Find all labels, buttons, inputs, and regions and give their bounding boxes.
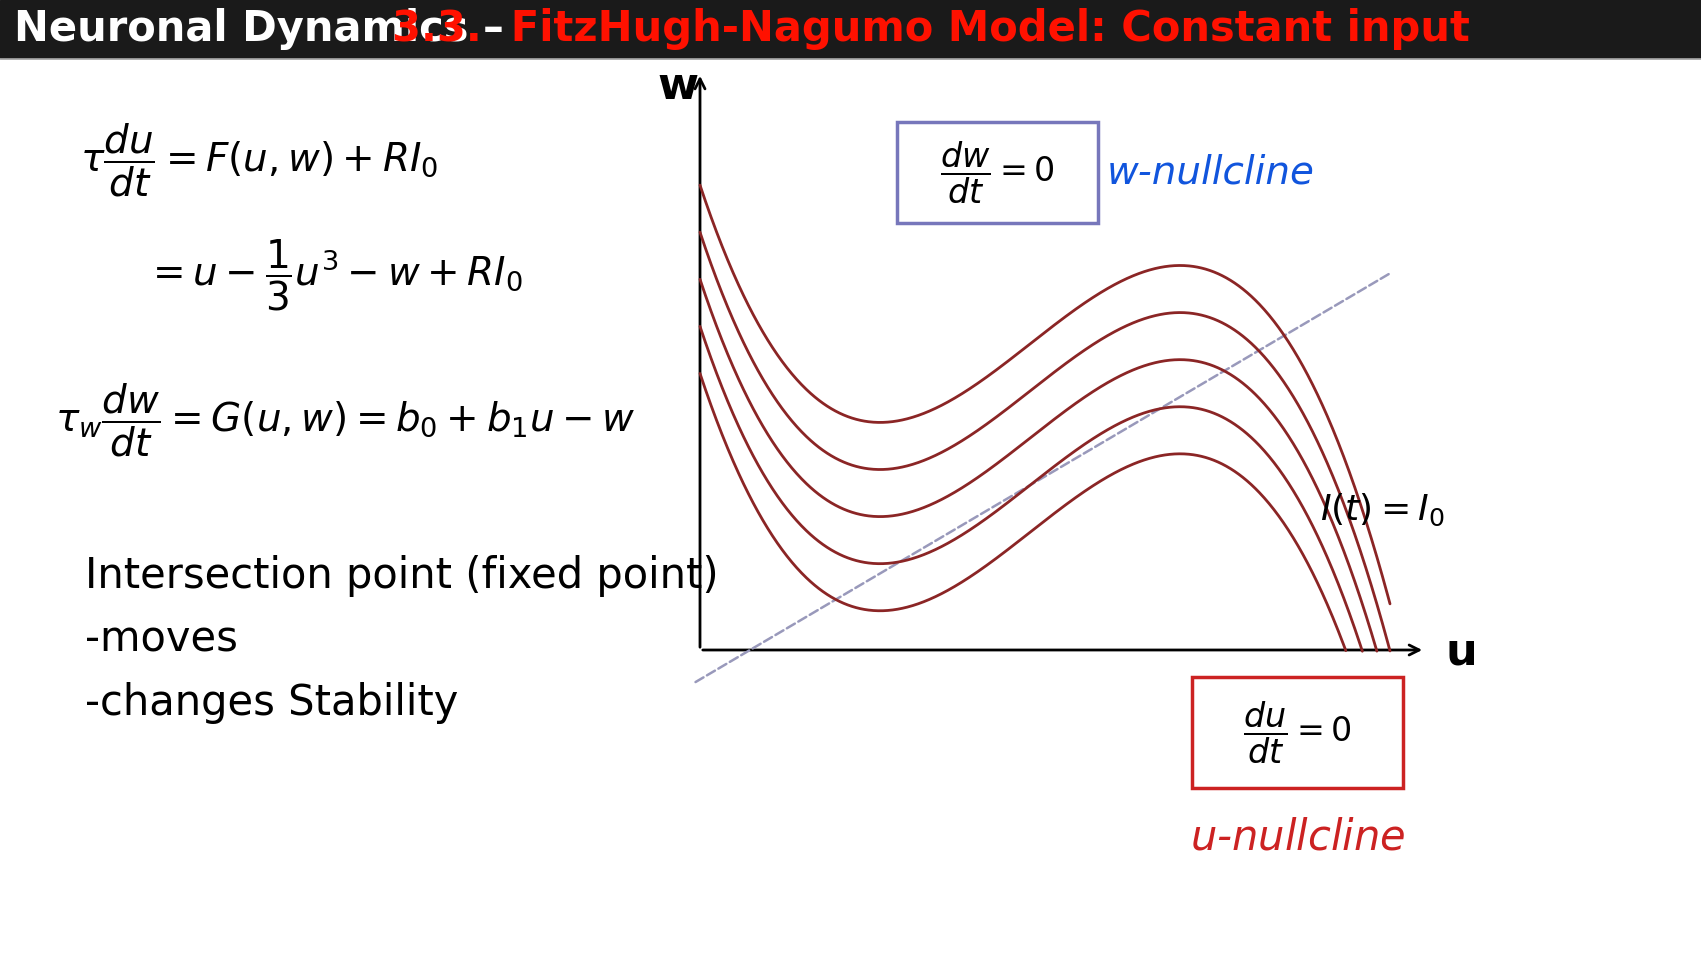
FancyBboxPatch shape bbox=[896, 122, 1099, 223]
Bar bbox=[0, 0, 1701, 58]
Text: 3.3.  FitzHugh-Nagumo Model: Constant input: 3.3. FitzHugh-Nagumo Model: Constant inp… bbox=[391, 8, 1470, 50]
Text: Neuronal Dynamics –: Neuronal Dynamics – bbox=[14, 8, 519, 50]
Text: $\tau_w \dfrac{dw}{dt} = G(u, w) = b_0 + b_1 u - w$: $\tau_w \dfrac{dw}{dt} = G(u, w) = b_0 +… bbox=[54, 382, 634, 458]
Text: $= u - \dfrac{1}{3}u^3 - w + RI_0$: $= u - \dfrac{1}{3}u^3 - w + RI_0$ bbox=[145, 237, 522, 313]
Text: u: u bbox=[1446, 631, 1476, 674]
Text: w: w bbox=[658, 65, 699, 108]
Text: $\tau \dfrac{du}{dt} = F(u, w) + RI_0$: $\tau \dfrac{du}{dt} = F(u, w) + RI_0$ bbox=[80, 122, 439, 198]
Text: $I(t){=}I_0$: $I(t){=}I_0$ bbox=[1320, 492, 1444, 528]
Text: $\dfrac{du}{dt} = 0$: $\dfrac{du}{dt} = 0$ bbox=[1243, 700, 1352, 766]
Text: w-nullcline: w-nullcline bbox=[1107, 153, 1315, 191]
Text: Intersection point (fixed point)
-moves
-changes Stability: Intersection point (fixed point) -moves … bbox=[85, 555, 718, 723]
FancyBboxPatch shape bbox=[1192, 677, 1403, 788]
Text: $\dfrac{dw}{dt} = 0$: $\dfrac{dw}{dt} = 0$ bbox=[941, 140, 1055, 206]
Text: $u$-nullcline: $u$-nullcline bbox=[1189, 816, 1405, 858]
